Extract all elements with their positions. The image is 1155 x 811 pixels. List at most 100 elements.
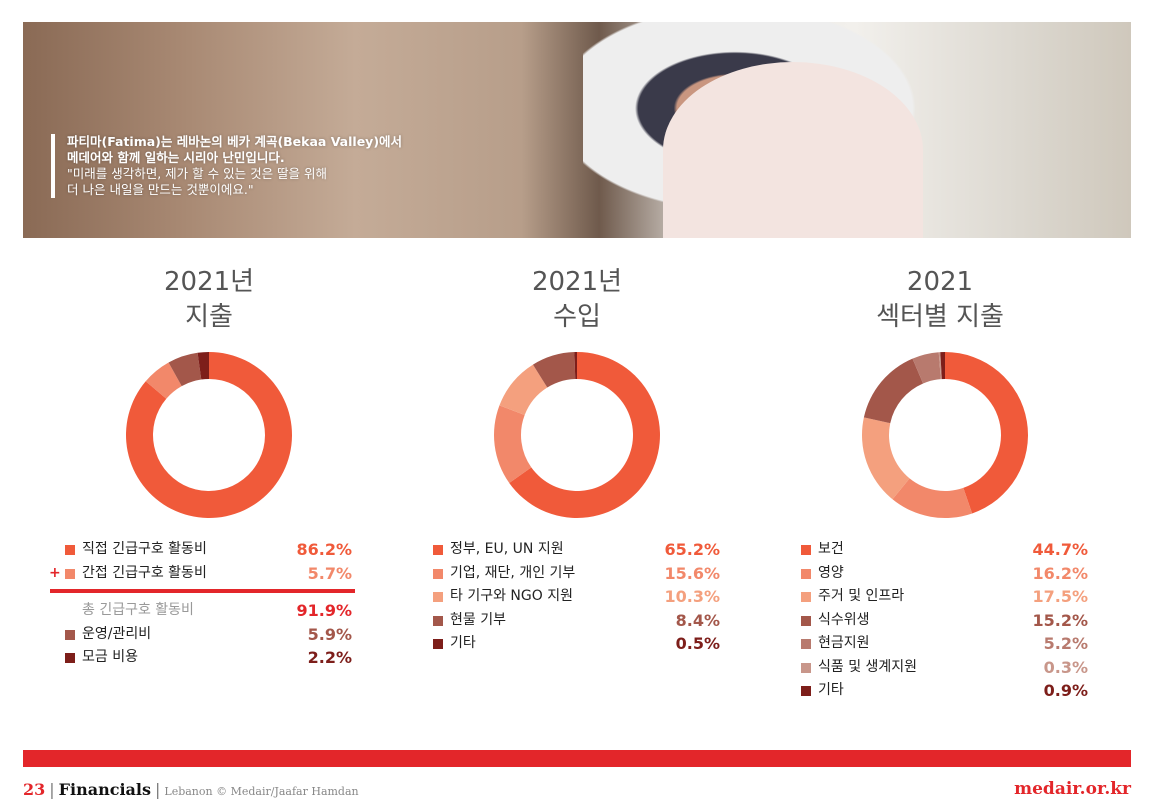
legend-swatch [433,639,443,649]
legend-swatch [801,686,811,696]
legend-value: 2.2% [307,648,352,667]
legend-value: 44.7% [1032,540,1088,559]
legend-label: 현물 기부 [450,611,506,628]
donut-slice [938,352,942,380]
legend-row: 직접 긴급구호 활동비 86.2% [65,538,352,562]
legend-swatch [65,545,75,555]
legend-row: 주거 및 인프라 17.5% [801,585,1088,609]
total-label: 총 긴급구호 활동비 [82,602,194,618]
legend-value: 0.3% [1043,657,1088,677]
chart-title-line: 2021년 [531,267,623,297]
legend-label: 주거 및 인프라 [818,588,905,604]
legend-row: 영양 16.2% [801,562,1088,586]
legend-label: 기업, 재단, 개인 기부 [450,564,576,581]
legend-label: 식수위생 [818,611,870,628]
donut-slice [945,352,1028,514]
legend-label: 보건 [818,541,844,557]
divider: | [155,780,161,799]
donut-slice [168,352,202,387]
website-link[interactable]: medair.or.kr [1014,779,1131,799]
legend-value: 10.3% [664,587,720,606]
legend-swatch [801,662,811,673]
legend-label: 현금지원 [818,635,870,651]
legend-row: 식수위생 15.2% [801,609,1088,633]
legend-swatch [801,592,811,602]
donut-slice [493,405,532,483]
legend-row: 기업, 재단, 개인 기부 15.6% [433,562,720,586]
donut-slice [125,352,292,518]
legend-value: 15.2% [1032,610,1088,630]
legend-row: 정부, EU, UN 지원 65.2% [433,538,720,562]
photo-child [663,62,923,238]
legend-row: 기타 0.5% [433,632,720,656]
legend-swatch [433,568,443,579]
legend-value: 8.4% [675,610,720,630]
donut-slice [892,478,973,518]
donut-chart [493,352,660,518]
legend-value: 16.2% [1032,563,1088,583]
chart-title-line: 지출 [185,302,233,332]
chart-legend: 정부, EU, UN 지원 65.2% 기업, 재단, 개인 기부 15.6% 타 기구… [433,538,720,656]
legend-row: 현금지원 5.2% [801,632,1088,656]
legend-row: 모금 비용 2.2% [65,646,352,670]
chart-title-line: 2021 [906,267,974,297]
legend-value: 5.7% [307,563,352,583]
chart-legend: 직접 긴급구호 활동비 86.2% + 간접 긴급구호 활동비 5.7% 총 긴급구호 활… [49,538,355,670]
legend-row: 운영/관리비 5.9% [65,623,352,647]
caption-line: 메데어와 함께 일하는 시리아 난민입니다. [67,150,285,165]
legend-row: + 간접 긴급구호 활동비 5.7% [49,562,352,586]
legend-label: 식품 및 생계지원 [818,658,918,675]
chart-title: 2021 섹터별 지출 [790,265,1090,335]
legend-swatch [801,615,811,626]
chart-title-line: 섹터별 지출 [876,302,1004,332]
legend-swatch [65,568,75,579]
legend-label: 직접 긴급구호 활동비 [82,541,207,557]
legend-value: 5.2% [1043,634,1088,653]
legend-swatch [65,653,75,663]
legend-label: 타 기구와 NGO 지원 [450,588,573,604]
legend-swatch [801,568,811,579]
legend-label: 정부, EU, UN 지원 [450,541,564,557]
caption-quote: "미래를 생각하면, 제가 할 수 있는 것은 딸을 위해 [67,166,328,181]
chart-legend: 보건 44.7% 영양 16.2% 주거 및 인프라 17.5% 식수위생 15.2% 현금지원… [801,538,1088,703]
legend-row: 식품 및 생계지원 0.3% [801,656,1088,680]
donut-slice [499,364,548,416]
chart-title-line: 2021년 [163,267,255,297]
donut-slice [574,352,577,380]
caption-quote: 더 나은 내일을 만드는 것뿐이에요." [67,182,254,197]
photo-caption: 파티마(Fatima)는 레바논의 베카 계곡(Bekaa Valley)에서 … [51,134,402,198]
legend-row: 기타 0.9% [801,679,1088,703]
legend-label: 기타 [818,682,844,698]
footer-bar [23,750,1131,767]
legend-swatch [433,545,443,555]
legend-label: 운영/관리비 [82,625,152,642]
hero-photo: 파티마(Fatima)는 레바논의 베카 계곡(Bekaa Valley)에서 … [23,22,1131,238]
legend-swatch [801,639,811,649]
donut-chart [862,352,1028,518]
legend-label: 기타 [450,635,476,651]
legend-value: 65.2% [664,540,720,559]
donut-slice [197,352,209,380]
donut-slice [863,358,924,424]
legend-row: 타 기구와 NGO 지원 10.3% [433,585,720,609]
footer: 23 | Financials | Lebanon © Medair/Jaafar Ha… [23,780,359,799]
total-value: 91.9% [296,601,352,620]
donut-slice [862,417,910,500]
donut-slice [912,352,941,384]
plus-icon: + [49,564,61,581]
legend-swatch [65,629,75,640]
total-divider [50,589,355,593]
donut-slice [145,362,182,399]
legend-value: 5.9% [307,624,352,644]
legend-row: 보건 44.7% [801,538,1088,562]
legend-label: 모금 비용 [82,649,138,665]
chart-title-line: 수입 [553,302,601,332]
section-title: Financials [58,780,151,799]
legend-row: 현물 기부 8.4% [433,609,720,633]
legend-label: 간접 긴급구호 활동비 [82,564,207,581]
donut-slice [532,352,576,388]
divider: | [49,780,55,799]
legend-value: 86.2% [296,540,352,559]
donut-chart [125,352,292,518]
